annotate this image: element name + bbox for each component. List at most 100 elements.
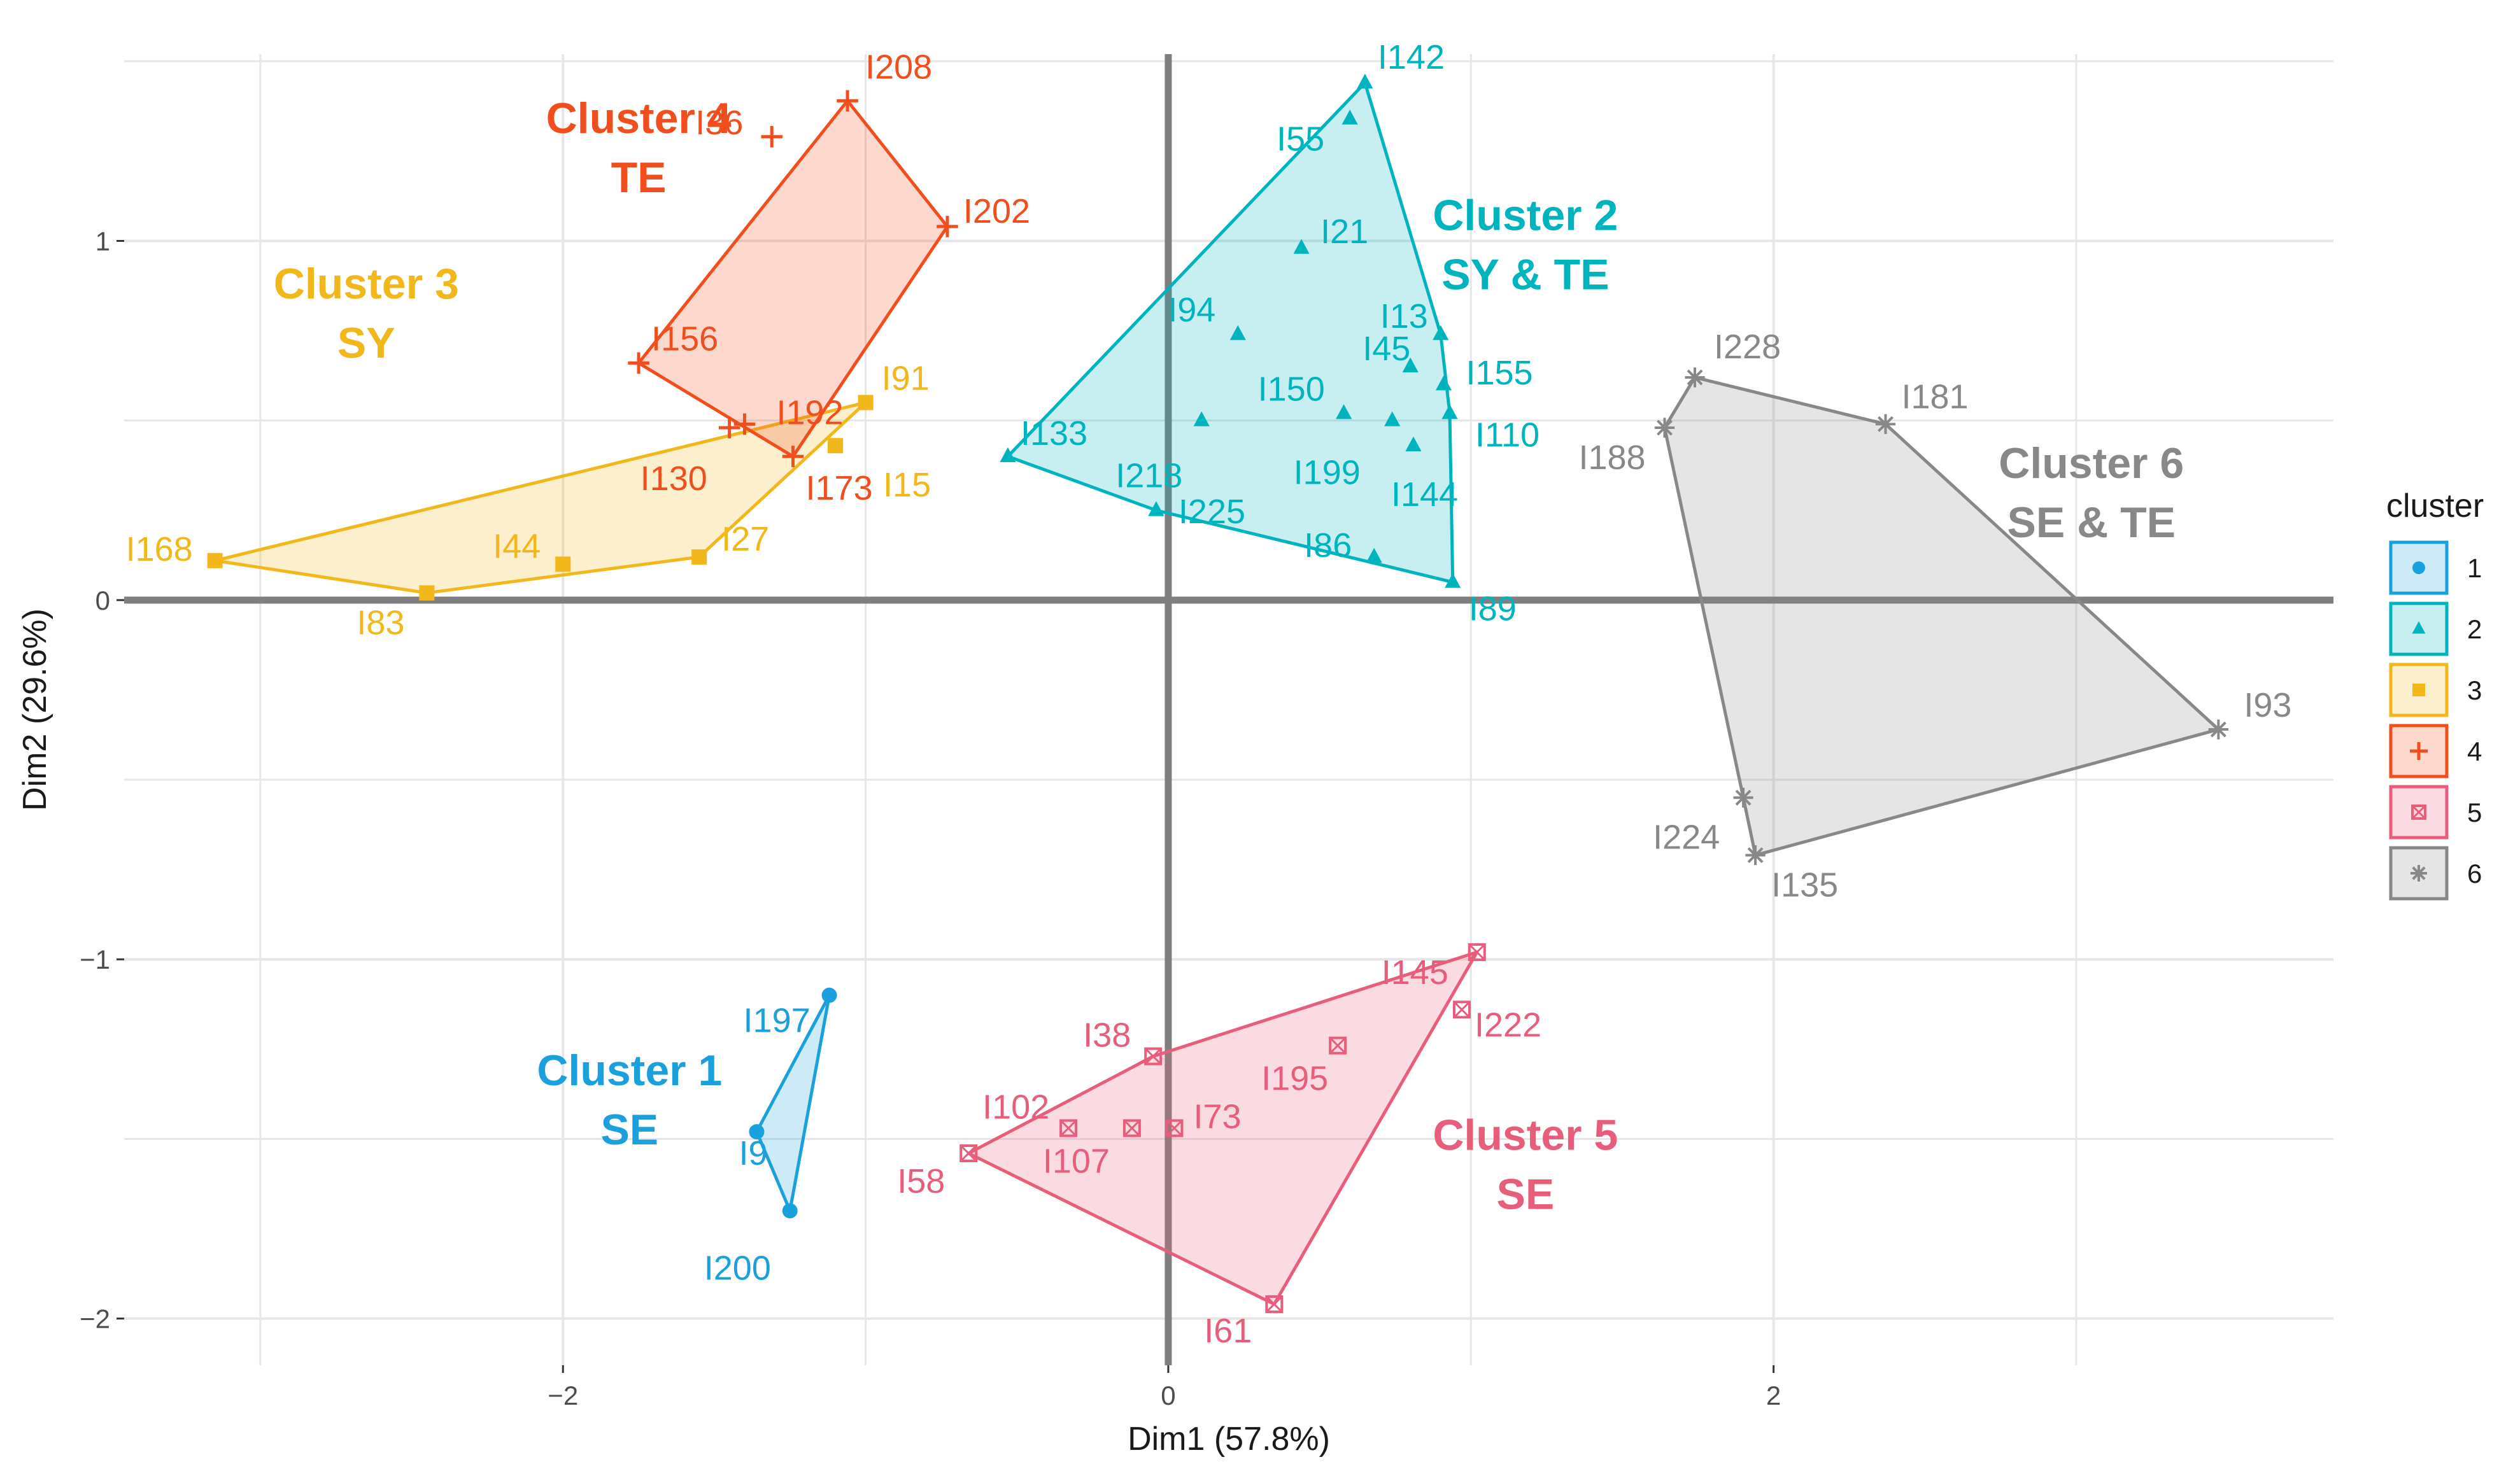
point-label-i110: I110: [1475, 416, 1540, 454]
cluster-5-annotation: SE: [1496, 1170, 1554, 1218]
point-label-i13: I13: [1380, 297, 1428, 335]
cluster-1-annotation: SE: [600, 1106, 658, 1154]
cluster-5-annotation: Cluster 5: [1433, 1111, 1618, 1159]
legend-label-4: 4: [2467, 736, 2482, 766]
point-label-i107: I107: [1043, 1142, 1110, 1181]
point-label-i144: I144: [1391, 475, 1458, 514]
point-i155: [1435, 375, 1452, 391]
point-i199: [1384, 411, 1401, 426]
cluster-3-annotation: Cluster 3: [274, 260, 459, 308]
point-i44: [555, 556, 571, 572]
point-i145: [1468, 943, 1486, 961]
x-axis-title: Dim1 (57.8%): [1128, 1421, 1330, 1458]
point-label-i208: I208: [865, 48, 932, 86]
legend-key-marker: [2412, 561, 2425, 574]
cluster-4-annotation: TE: [611, 153, 667, 202]
point-i173: [782, 446, 804, 467]
point-i228: [1685, 367, 1705, 388]
point-i13: [1433, 325, 1449, 341]
point-label-i197: I197: [744, 1002, 811, 1040]
cluster-4-annotation: Cluster 4: [546, 94, 732, 143]
point-label-i21: I21: [1320, 213, 1368, 251]
zero-axes: [124, 54, 2333, 1365]
point-i9: [749, 1124, 765, 1140]
legend-label-3: 3: [2467, 675, 2482, 705]
point-i135: [1745, 845, 1766, 866]
point-label-i94: I94: [1168, 291, 1215, 329]
cluster-points: [207, 73, 2228, 1314]
legend-label-2: 2: [2467, 614, 2482, 644]
point-labels: I197 I9 I200 I142 I55 I21 I13 I94 I45 I155 I150 I11…: [126, 38, 2292, 1350]
legend-label-5: 5: [2467, 798, 2482, 827]
point-label-i15: I15: [883, 466, 931, 504]
point-i36: [761, 126, 783, 148]
cluster-6-annotation: SE & TE: [2007, 498, 2176, 547]
point-i93: [2208, 719, 2228, 740]
legend-key-4: [2389, 724, 2449, 778]
point-label-i130: I130: [641, 460, 707, 498]
point-label-i142: I142: [1378, 38, 1445, 76]
point-i188: [1654, 418, 1675, 438]
grid-layer: [124, 54, 2333, 1365]
cluster-annotations: Cluster 1 SE Cluster 2 SY & TE Cluster 3 SY Cl…: [274, 94, 2184, 1218]
point-label-i91: I91: [882, 359, 930, 397]
point-label-i228: I228: [1714, 328, 1781, 366]
cluster-2-annotation: SY & TE: [1441, 251, 1609, 299]
point-label-i202: I202: [963, 192, 1030, 230]
legend-key-marker: [2411, 805, 2426, 820]
legend-key-marker: [2410, 742, 2428, 760]
x-tick-label: −2: [548, 1381, 578, 1410]
point-label-i181: I181: [1901, 377, 1968, 416]
point-i27: [691, 549, 707, 565]
legend-key-marker: [2412, 621, 2426, 634]
legend: cluster 1 2 3 4 5 6: [2386, 488, 2484, 901]
point-i58: [959, 1144, 978, 1163]
point-i222: [1453, 1001, 1471, 1019]
point-i45: [1402, 357, 1419, 373]
point-i218: [1193, 411, 1210, 426]
point-label-i58: I58: [897, 1162, 945, 1200]
point-label-i222: I222: [1475, 1006, 1541, 1044]
point-i73: [1165, 1119, 1184, 1137]
point-label-i61: I61: [1204, 1312, 1252, 1350]
point-i21: [1293, 239, 1310, 254]
point-label-i192: I192: [776, 393, 843, 432]
cluster-6-annotation: Cluster 6: [1999, 439, 2184, 488]
legend-key-marker: [2410, 865, 2427, 882]
cluster-1-hull: [754, 994, 832, 1212]
cluster-hulls: [213, 81, 2220, 1306]
point-label-i155: I155: [1466, 354, 1533, 392]
point-i61: [1265, 1295, 1284, 1314]
cluster-2-annotation: Cluster 2: [1433, 192, 1618, 240]
axis-ticks: −2 0 2 −2 −1 0 1: [80, 226, 1781, 1410]
cluster-1-annotation: Cluster 1: [537, 1046, 722, 1095]
point-i15: [828, 438, 844, 454]
legend-label-1: 1: [2467, 553, 2482, 583]
point-i55: [1341, 109, 1358, 125]
point-i86: [1366, 547, 1382, 563]
point-label-i55: I55: [1277, 120, 1324, 158]
point-i91: [858, 395, 874, 411]
y-axis-title: Dim2 (29.6%): [17, 608, 53, 811]
point-label-i45: I45: [1363, 330, 1410, 368]
legend-key-6: [2389, 846, 2449, 901]
point-label-i195: I195: [1261, 1060, 1328, 1098]
point-i208: [837, 90, 858, 112]
point-label-i224: I224: [1653, 818, 1720, 856]
point-i107: [1122, 1119, 1141, 1137]
point-label-i156: I156: [651, 320, 718, 358]
point-label-i38: I38: [1083, 1016, 1131, 1055]
point-i181: [1875, 414, 1896, 434]
point-label-i9: I9: [739, 1134, 767, 1172]
point-label-i173: I173: [806, 469, 873, 507]
point-i130: [718, 417, 740, 439]
legend-title: cluster: [2386, 488, 2484, 524]
point-label-i150: I150: [1258, 370, 1325, 408]
point-i224: [1733, 787, 1753, 808]
point-label-i93: I93: [2244, 686, 2291, 724]
y-tick-label: 1: [96, 226, 110, 256]
legend-key-1: [2389, 540, 2449, 595]
point-label-i73: I73: [1193, 1098, 1241, 1136]
point-label-i133: I133: [1021, 414, 1087, 453]
